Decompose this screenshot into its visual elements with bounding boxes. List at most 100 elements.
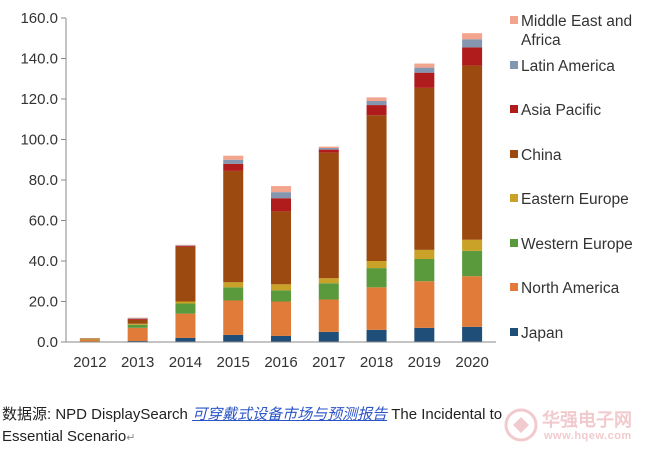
report-link[interactable]: 可穿戴式设备市场与预测报告 <box>192 406 388 423</box>
legend-label: Japan <box>521 325 563 342</box>
bar-segment <box>366 101 387 106</box>
watermark-text: 华强电子网 <box>542 410 632 430</box>
legend-swatch <box>510 194 518 202</box>
bar-segment <box>318 152 339 279</box>
x-tick-label: 2015 <box>217 354 250 371</box>
legend-swatch <box>510 328 518 336</box>
caption-prefix: 数据源: NPD DisplaySearch <box>2 406 193 423</box>
bar-segment <box>366 115 387 261</box>
bar-segment <box>462 65 483 240</box>
y-tick-label: 20.0 <box>29 294 58 311</box>
source-caption: 数据源: NPD DisplaySearch 可穿戴式设备市场与预测报告 The… <box>2 404 562 449</box>
bar-segment <box>414 281 435 328</box>
bar-segment <box>175 337 196 342</box>
x-axis: 2012 2013 2014 2015 2016 2017 2018 2019 2020 <box>66 341 496 371</box>
bar-segment <box>127 324 148 328</box>
bar-segment <box>462 239 483 251</box>
bar-segment <box>223 170 244 283</box>
bar-segment <box>414 67 435 73</box>
legend-label: Western Europe <box>521 236 633 253</box>
bar-segment <box>318 278 339 284</box>
y-tick-label: 140.0 <box>20 51 58 68</box>
bar-segment <box>175 245 196 247</box>
bar-segment <box>462 250 483 277</box>
bar-segment <box>79 338 100 339</box>
bar-segment <box>79 339 100 342</box>
bar-segment <box>175 246 196 302</box>
legend-label: North America <box>521 280 620 297</box>
bar-segment <box>223 155 244 160</box>
bar-segment <box>79 338 100 340</box>
bar-segment <box>271 335 291 342</box>
legend-swatch <box>510 150 518 158</box>
bar-segment <box>127 318 148 320</box>
bar-segment <box>366 287 387 330</box>
bar-segment <box>366 105 387 116</box>
legend-label: Middle East and <box>521 13 632 30</box>
bars <box>79 33 483 343</box>
bar-segment <box>223 287 244 301</box>
legend-swatch <box>510 283 518 291</box>
bar-segment <box>271 284 291 291</box>
bar-segment <box>223 163 244 171</box>
x-tick-label: 2016 <box>264 354 297 371</box>
bar-segment <box>127 319 148 324</box>
legend-label: China <box>521 147 562 164</box>
bar-segment <box>271 192 291 199</box>
y-tick-label: 120.0 <box>20 91 58 108</box>
bar-segment <box>175 313 196 338</box>
x-tick-label: 2014 <box>169 354 202 371</box>
y-tick-label: 40.0 <box>29 253 58 270</box>
x-tick-label: 2012 <box>73 354 106 371</box>
legend-label: Eastern Europe <box>521 191 629 208</box>
bar-segment <box>271 186 291 193</box>
legend-swatch <box>510 105 518 113</box>
bar-segment <box>127 323 148 325</box>
watermark: 华强电子网 www.hqew.com <box>500 404 650 450</box>
bar-segment <box>223 282 244 288</box>
legend: Middle East and Africa Latin America Asia P… <box>510 13 633 342</box>
y-tick-label: 100.0 <box>20 132 58 149</box>
bar-segment <box>462 33 483 40</box>
bar-segment <box>127 318 148 319</box>
bar-segment <box>462 276 483 327</box>
x-tick-label: 2019 <box>408 354 441 371</box>
bar-segment <box>223 300 244 335</box>
bar-segment <box>318 299 339 332</box>
x-tick-label: 2020 <box>455 354 488 371</box>
caption-suffix: The Incidental to Essential Scenario <box>2 406 503 445</box>
bar-segment <box>271 290 291 302</box>
legend-label: Africa <box>521 32 561 49</box>
bar-segment <box>318 148 339 150</box>
bar-segment <box>175 244 196 246</box>
bar-segment <box>366 329 387 342</box>
bar-segment <box>366 268 387 288</box>
return-mark-icon: ↵ <box>126 432 136 444</box>
bar-segment <box>127 327 148 341</box>
bar-segment <box>223 334 244 342</box>
bar-segment <box>271 198 291 212</box>
bar-segment <box>175 301 196 304</box>
bar-segment <box>318 146 339 149</box>
legend-label: Asia Pacific <box>521 102 601 119</box>
y-tick-label: 80.0 <box>29 172 58 189</box>
bar-segment <box>366 261 387 269</box>
legend-label: Latin America <box>521 58 615 75</box>
y-tick-label: 160.0 <box>20 10 58 27</box>
x-tick-label: 2013 <box>121 354 154 371</box>
legend-swatch <box>510 16 518 24</box>
bar-segment <box>175 303 196 314</box>
bar-segment <box>414 63 435 68</box>
watermark-url: www.hqew.com <box>544 430 632 442</box>
bar-segment <box>414 327 435 342</box>
bar-segment <box>127 317 148 319</box>
bar-segment <box>223 159 244 164</box>
y-tick-label: 0.0 <box>37 334 58 351</box>
legend-swatch <box>510 61 518 69</box>
bar-segment <box>414 258 435 282</box>
bar-segment <box>127 340 148 342</box>
bar-segment <box>414 72 435 88</box>
bar-segment <box>462 39 483 48</box>
y-tick-label: 60.0 <box>29 213 58 230</box>
bar-segment <box>462 47 483 66</box>
